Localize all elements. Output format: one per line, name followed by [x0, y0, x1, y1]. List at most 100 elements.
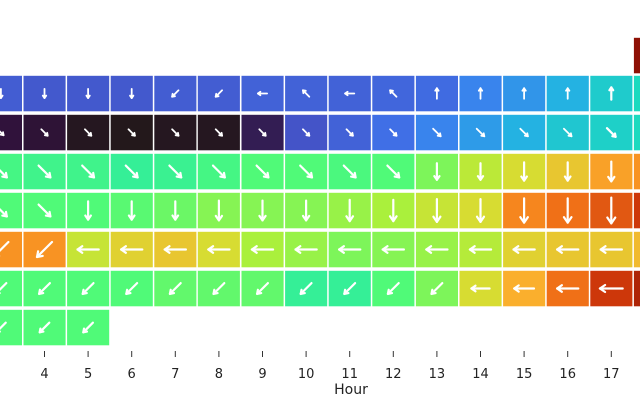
- wind-arrow: [212, 282, 226, 295]
- wind-arrow: [386, 282, 400, 295]
- wind-arrow: [475, 127, 486, 138]
- wind-arrow: [607, 160, 616, 183]
- wind-arrow: [0, 88, 4, 99]
- x-tick-label: 12: [385, 367, 402, 382]
- wind-arrow: [598, 283, 624, 294]
- wind-arrow: [294, 245, 318, 254]
- x-tick-label: 5: [84, 367, 92, 382]
- wind-arrow: [389, 89, 398, 98]
- wind-arrow: [521, 87, 527, 100]
- wind-arrow: [434, 87, 440, 100]
- wind-arrow: [565, 87, 571, 100]
- wind-arrow: [85, 88, 91, 99]
- wind-arrow: [476, 162, 485, 181]
- wind-arrow: [475, 198, 486, 223]
- wind-arrow: [0, 240, 10, 257]
- wind-arrow: [125, 282, 139, 295]
- wind-arrow: [84, 200, 93, 221]
- wind-arrow: [599, 245, 624, 254]
- heatmap-cell: [633, 153, 640, 190]
- x-tick-label: 15: [516, 367, 533, 382]
- wind-arrow: [608, 86, 615, 101]
- heatmap-cell: [0, 270, 22, 307]
- wind-arrow: [214, 89, 224, 98]
- wind-arrow: [127, 200, 136, 221]
- wind-arrow: [256, 282, 269, 295]
- heatmap-cell: [633, 114, 640, 151]
- wind-arrow: [255, 164, 270, 179]
- x-tick-label: 8: [215, 367, 223, 382]
- wind-arrow: [555, 284, 580, 293]
- wind-arrow: [301, 199, 311, 222]
- wind-arrow: [425, 245, 449, 254]
- x-tick-label: 6: [128, 367, 136, 382]
- wind-arrow: [519, 127, 529, 138]
- wind-arrow: [41, 88, 48, 99]
- wind-arrow: [163, 245, 187, 254]
- wind-arrow: [433, 162, 441, 181]
- wind-arrow: [168, 282, 182, 295]
- x-tick-label: 9: [258, 367, 266, 382]
- wind-arrow: [127, 128, 136, 137]
- wind-arrow: [84, 128, 93, 137]
- wind-arrow: [563, 127, 573, 138]
- heatmap-cell: [0, 309, 22, 346]
- wind-arrow: [606, 196, 617, 225]
- x-tick-label: 4: [40, 367, 48, 382]
- wind-arrow: [35, 240, 54, 259]
- wind-arrow: [0, 282, 8, 295]
- wind-arrow: [432, 127, 442, 138]
- wind-arrow: [0, 321, 7, 333]
- wind-arrow: [344, 90, 356, 97]
- wind-arrow: [37, 282, 52, 295]
- wind-arrow: [258, 199, 267, 222]
- wind-arrow: [430, 282, 444, 295]
- wind-arrow: [389, 128, 398, 137]
- wind-arrow: [214, 128, 224, 137]
- x-tick-label: 7: [171, 367, 179, 382]
- heatmap-cell: [633, 192, 640, 229]
- wind-arrow: [129, 88, 135, 99]
- x-tick-label: 10: [298, 367, 315, 382]
- heatmap-cell: [0, 114, 22, 151]
- wind-arrow: [258, 128, 267, 137]
- x-tick-label: 17: [603, 367, 620, 382]
- wind-arrow: [214, 199, 224, 222]
- wind-arrow: [171, 128, 180, 137]
- heatmap-cells: [0, 37, 640, 346]
- wind-arrow: [388, 198, 398, 223]
- wind-arrow: [512, 245, 536, 254]
- wind-arrow: [432, 198, 442, 223]
- heatmap-cell: [633, 231, 640, 268]
- wind-arrow: [470, 284, 491, 293]
- wind-arrow: [256, 90, 269, 97]
- heatmap-cell: [633, 37, 640, 74]
- heatmap-cell: [633, 270, 640, 307]
- wind-arrow: [0, 130, 5, 137]
- wind-arrow: [124, 164, 139, 179]
- wind-arrow: [250, 245, 275, 254]
- x-axis-ticks: 456789101112131415161718: [40, 351, 620, 382]
- wind-arrow: [207, 245, 231, 254]
- wind-arrow: [301, 89, 311, 98]
- wind-arrow: [555, 245, 580, 254]
- wind-arrow: [345, 198, 355, 223]
- x-axis-title: Hour: [334, 382, 368, 398]
- heatmap-cell: [0, 231, 22, 268]
- wind-arrow: [38, 321, 51, 334]
- wind-arrow: [37, 203, 52, 218]
- heatmap-cell: [0, 192, 22, 229]
- wind-arrow: [40, 128, 49, 137]
- x-tick-label: 13: [429, 367, 446, 382]
- wind-arrow: [605, 127, 617, 138]
- wind-arrow: [345, 128, 354, 137]
- wind-arrow: [171, 200, 180, 221]
- x-tick-label: 14: [472, 367, 489, 382]
- wind-arrow: [37, 164, 52, 179]
- wind-arrow: [338, 245, 362, 254]
- wind-arrow: [386, 164, 401, 179]
- heatmap-cell: [633, 75, 640, 112]
- wind-arrow: [562, 197, 573, 224]
